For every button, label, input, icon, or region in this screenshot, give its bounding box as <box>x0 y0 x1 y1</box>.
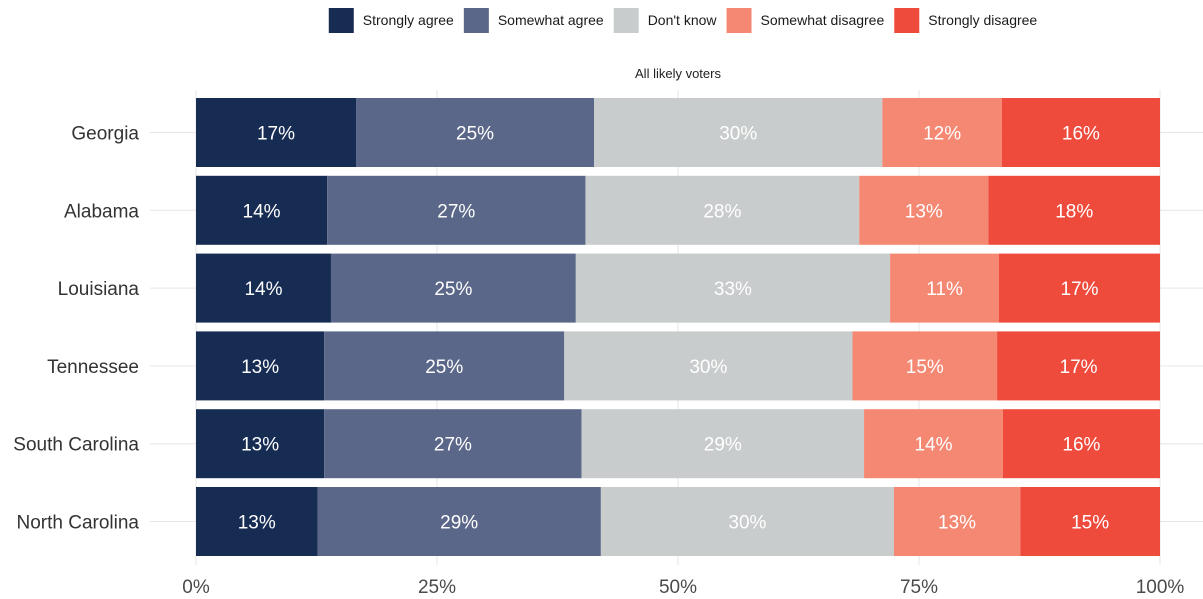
legend-item: Somewhat agree <box>463 8 604 33</box>
bar-value-label: 15% <box>906 357 944 378</box>
bar-row: 13% 27% 29% 14% 16% <box>196 409 1160 479</box>
bar-value-label: 33% <box>714 279 752 300</box>
bar-value-label: 16% <box>1062 435 1100 456</box>
bar-segment <box>594 98 883 167</box>
x-axis-ticks: 0% 25% 50% 75% 100% <box>182 577 1184 598</box>
bar-segment <box>1002 409 1160 479</box>
bar-value-label: 13% <box>905 201 943 222</box>
bar-value-label: 12% <box>923 124 961 145</box>
bar-segment <box>317 487 601 556</box>
bar-segment <box>997 331 1160 401</box>
bar-segment <box>999 253 1160 323</box>
legend-item: Strongly agree <box>328 8 454 33</box>
bar-segment <box>196 409 325 479</box>
bar-segment <box>859 175 989 245</box>
x-tick-label: 0% <box>182 577 210 598</box>
bar-value-label: 30% <box>728 513 766 534</box>
bar-segment <box>327 175 586 245</box>
bar-value-label: 27% <box>434 435 472 456</box>
bar-segment <box>196 487 318 556</box>
bar-row: 14% 25% 33% 11% 17% <box>196 253 1160 323</box>
bar-segment <box>882 98 1002 167</box>
legend-label: Somewhat disagree <box>761 12 885 28</box>
bar-segment <box>356 98 595 167</box>
bar-segment <box>196 98 357 167</box>
bar-value-label: 18% <box>1055 201 1093 222</box>
bar-value-label: 30% <box>719 124 757 145</box>
legend-label: Somewhat agree <box>498 12 604 28</box>
bar-segment <box>324 331 565 401</box>
bar-value-label: 15% <box>1071 513 1109 534</box>
bar-value-label: 17% <box>1060 279 1098 300</box>
bar-segment <box>1001 98 1160 167</box>
bar-segment <box>324 409 582 479</box>
bar-segment <box>581 409 865 479</box>
category-label: South Carolina <box>13 435 139 456</box>
x-tick-label: 25% <box>418 577 456 598</box>
bar-value-label: 13% <box>938 513 976 534</box>
bar-value-label: 25% <box>434 279 472 300</box>
bar-segment <box>575 253 891 323</box>
bar-segment <box>196 331 325 401</box>
bar-value-label: 25% <box>425 357 463 378</box>
category-label: Tennessee <box>47 357 139 378</box>
legend-swatch <box>613 8 639 33</box>
bar-value-label: 13% <box>238 513 276 534</box>
bar-segment <box>330 253 576 323</box>
legend-swatch <box>328 8 354 33</box>
bar-value-label: 13% <box>241 357 279 378</box>
bar-segment <box>585 175 860 245</box>
bar-row: 17% 25% 30% 12% 16% <box>196 98 1160 167</box>
bar-segment <box>890 253 1000 323</box>
category-label: North Carolina <box>17 513 140 534</box>
legend-label: Strongly disagree <box>928 12 1037 28</box>
legend-swatch <box>463 8 489 33</box>
category-label: Georgia <box>71 124 139 145</box>
bar-segment <box>988 175 1160 245</box>
bar-value-label: 17% <box>1060 357 1098 378</box>
bar-segment <box>600 487 894 556</box>
legend-label: Don't know <box>648 12 718 28</box>
legend-swatch <box>894 8 920 33</box>
bar-segment <box>196 253 331 323</box>
category-label: Louisiana <box>58 279 140 300</box>
bar-row: 13% 29% 30% 13% 15% <box>196 487 1160 556</box>
bar-value-label: 14% <box>243 201 281 222</box>
bar-value-label: 16% <box>1062 124 1100 145</box>
bar-segment <box>564 331 853 401</box>
legend-item: Don't know <box>613 8 718 33</box>
bar-segment <box>852 331 998 401</box>
bar-value-label: 28% <box>703 201 741 222</box>
legend-item: Strongly disagree <box>894 8 1037 33</box>
bar-value-label: 30% <box>689 357 727 378</box>
legend-label: Strongly agree <box>363 12 454 28</box>
legend-item: Somewhat disagree <box>726 8 885 33</box>
bar-segment <box>864 409 1003 479</box>
bar-value-label: 27% <box>437 201 475 222</box>
category-label: Alabama <box>64 201 139 222</box>
x-tick-label: 75% <box>900 577 938 598</box>
bar-segment <box>196 175 328 245</box>
bar-value-label: 29% <box>704 435 742 456</box>
chart-subtitle: All likely voters <box>635 66 721 81</box>
bars: 17% 25% 30% 12% 16%14% 27% 28% 13% 18%14% 25% 33% 1… <box>196 98 1160 556</box>
legend-swatch <box>726 8 752 33</box>
bar-value-label: 17% <box>257 124 295 145</box>
bar-value-label: 11% <box>926 279 963 300</box>
bar-value-label: 14% <box>244 279 282 300</box>
bar-value-label: 13% <box>241 435 279 456</box>
bar-segment <box>1020 487 1160 556</box>
bar-value-label: 14% <box>914 435 952 456</box>
bar-value-label: 25% <box>456 124 494 145</box>
x-tick-label: 50% <box>659 577 697 598</box>
category-labels: Georgia Alabama Louisiana Tennessee South Ca… <box>13 124 139 534</box>
x-tick-label: 100% <box>1136 577 1185 598</box>
bar-row: 13% 25% 30% 15% 17% <box>196 331 1160 401</box>
legend: Strongly agree Somewhat agree Don't know So… <box>328 8 1037 33</box>
bar-row: 14% 27% 28% 13% 18% <box>196 175 1160 245</box>
bar-value-label: 29% <box>440 513 478 534</box>
bar-segment <box>893 487 1021 556</box>
